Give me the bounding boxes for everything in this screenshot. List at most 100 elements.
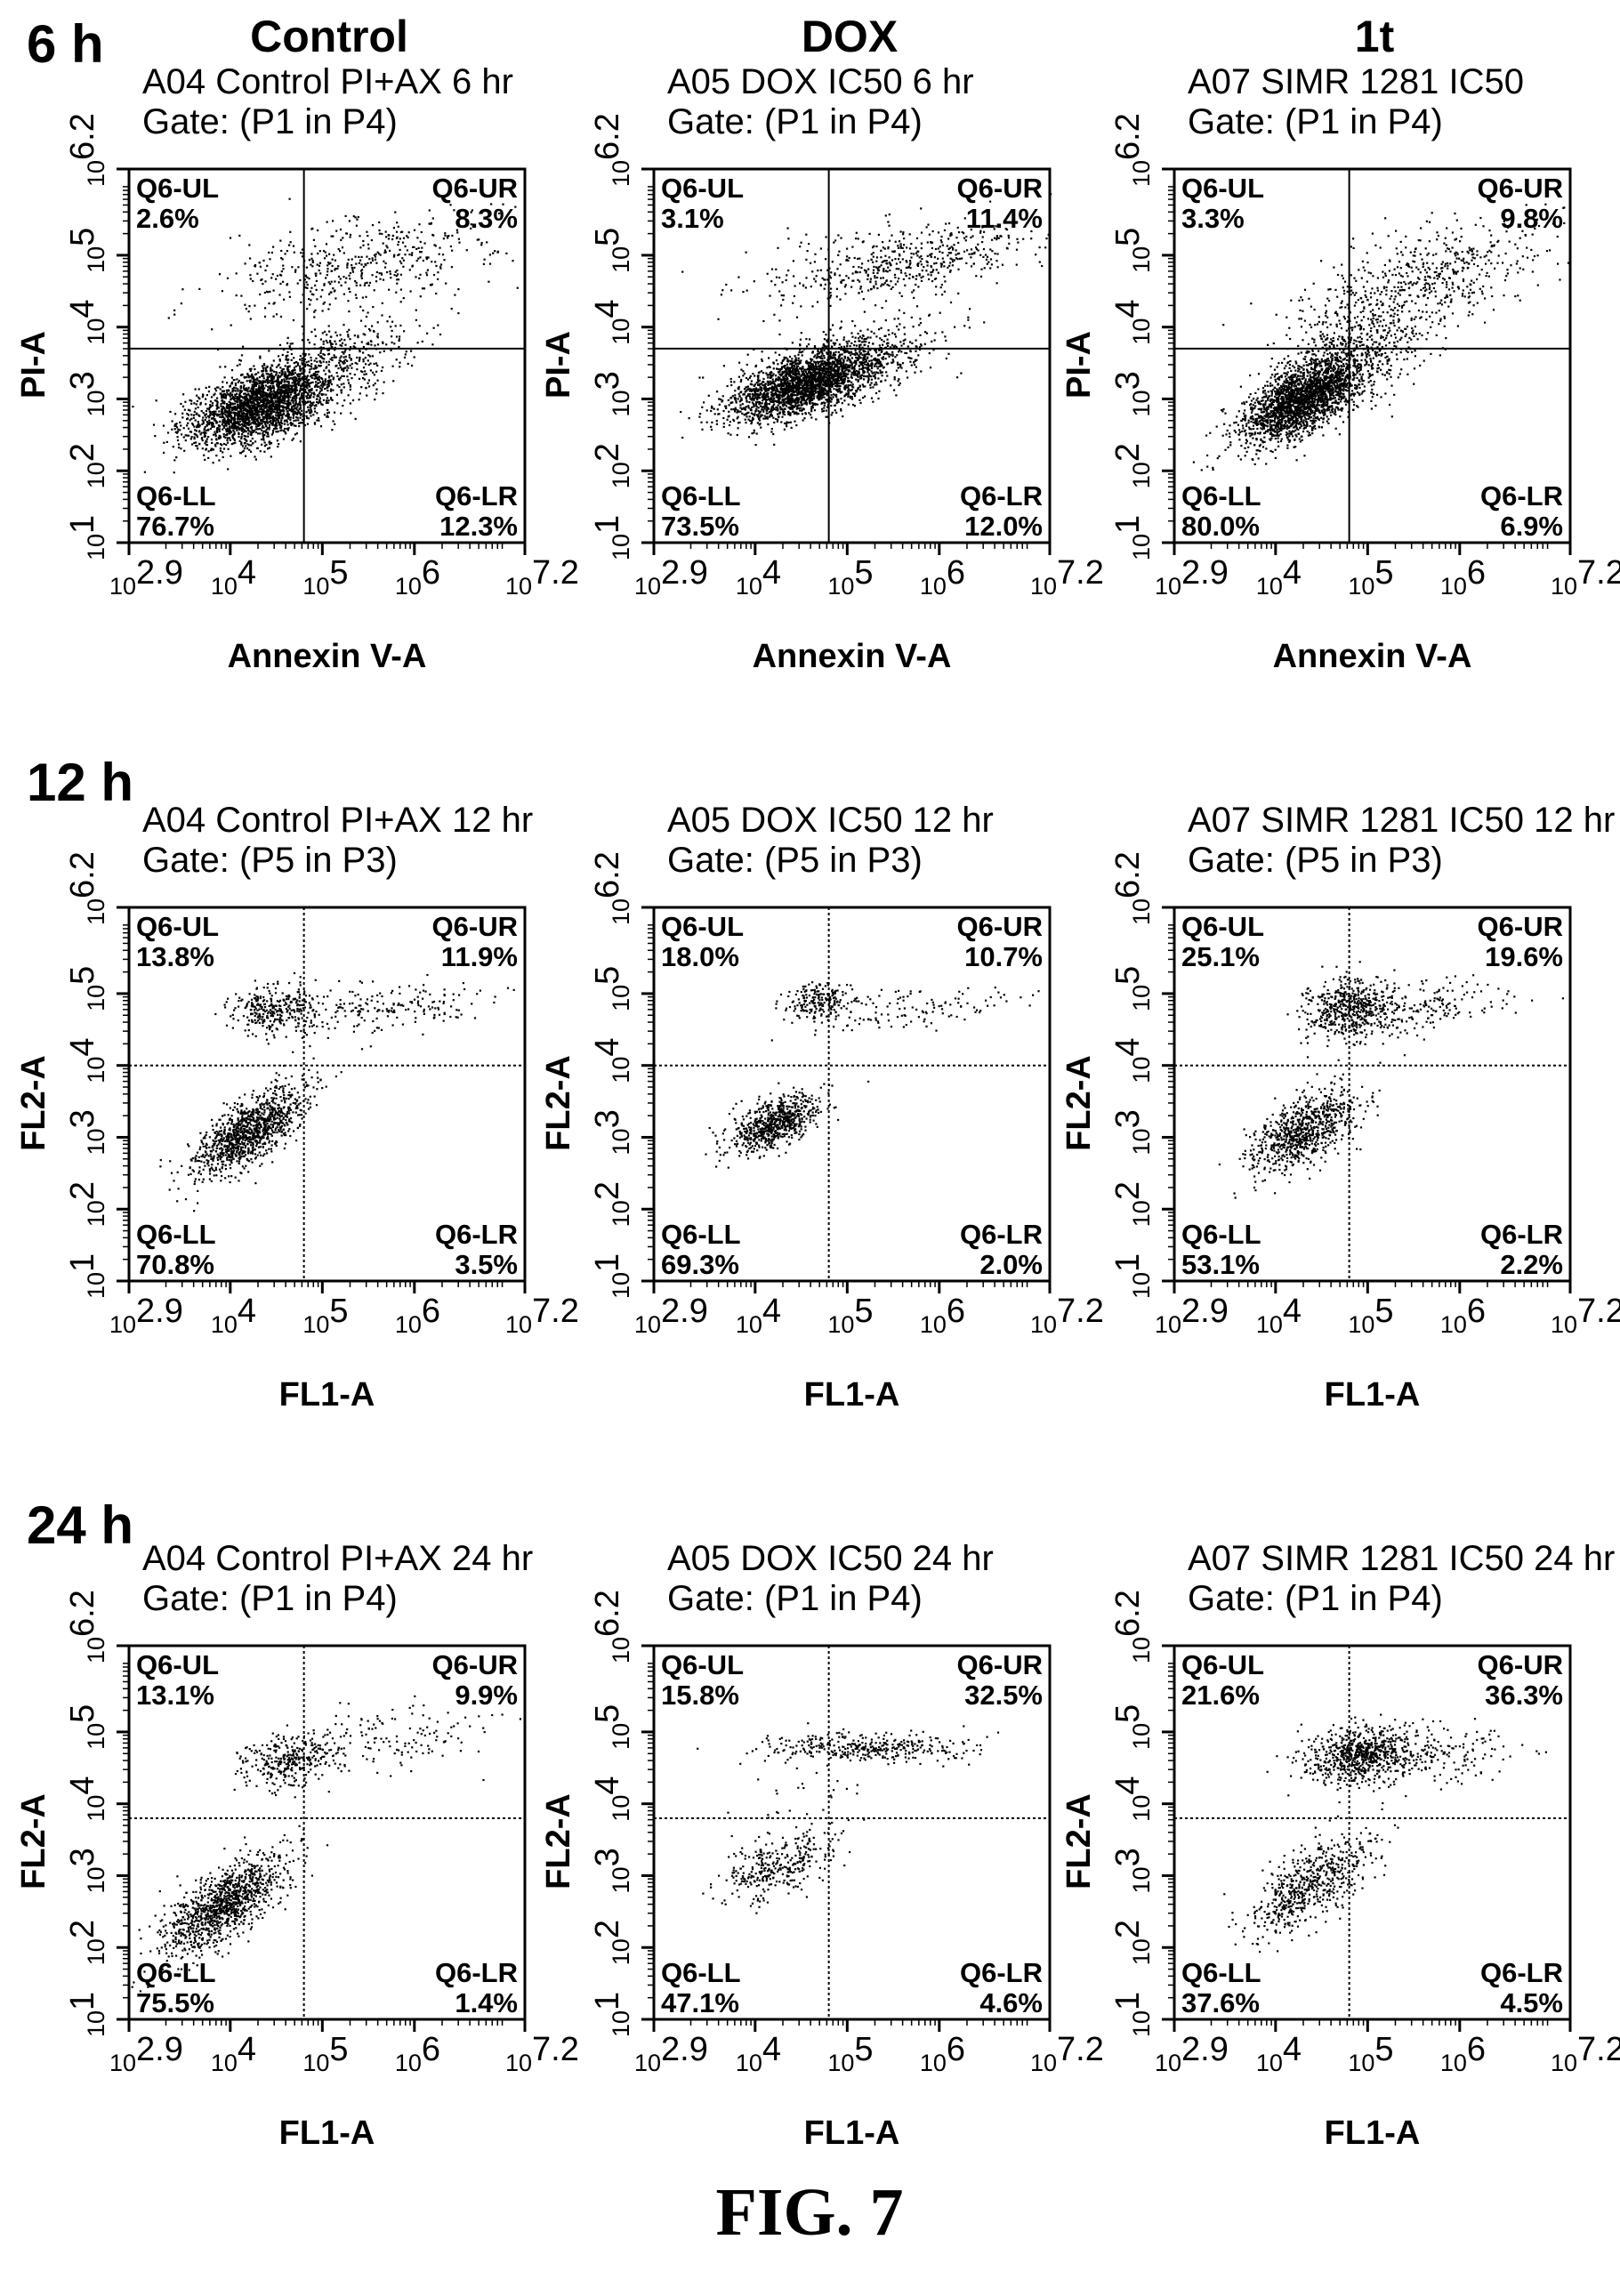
data-point [841, 357, 843, 359]
data-point [318, 399, 321, 401]
data-point [318, 364, 320, 367]
data-point [259, 396, 262, 399]
data-point [285, 396, 287, 399]
data-point [283, 399, 286, 403]
data-point [326, 415, 329, 417]
data-point [317, 382, 319, 384]
data-point [408, 254, 411, 256]
data-point [279, 394, 282, 397]
data-point [265, 368, 268, 371]
y-axis-label: PI-A [15, 331, 52, 399]
data-point [281, 384, 284, 387]
data-point [225, 409, 228, 412]
data-point [248, 420, 251, 423]
data-point [830, 339, 833, 342]
data-point [426, 332, 429, 334]
data-point [182, 393, 185, 396]
data-point [272, 430, 275, 432]
data-point [339, 334, 342, 336]
data-point [874, 381, 877, 384]
data-point [292, 397, 294, 399]
data-point [297, 373, 300, 375]
data-point [280, 425, 283, 428]
data-point [840, 345, 842, 348]
data-point [275, 313, 278, 316]
data-point [238, 418, 240, 421]
data-point [262, 419, 264, 422]
data-point [306, 308, 309, 310]
data-point [321, 383, 324, 385]
data-point [425, 274, 429, 277]
data-point [480, 242, 483, 245]
data-point [258, 376, 262, 379]
data-point [251, 422, 254, 424]
data-point [276, 274, 279, 277]
data-point [235, 422, 238, 424]
data-point [233, 432, 236, 435]
data-point [267, 447, 270, 450]
data-point [238, 234, 241, 237]
data-point [206, 394, 208, 397]
data-point [316, 367, 318, 369]
data-point [321, 332, 324, 334]
data-point [437, 324, 439, 326]
data-point [280, 388, 283, 391]
data-point [227, 389, 230, 391]
data-point [318, 262, 321, 264]
data-point [851, 383, 854, 386]
data-point [776, 420, 778, 423]
data-point [302, 418, 304, 421]
data-point [228, 423, 230, 426]
data-point [343, 362, 345, 365]
data-point [853, 367, 856, 370]
data-point [319, 355, 323, 358]
data-point [763, 415, 766, 417]
data-point [269, 393, 271, 396]
data-point [295, 379, 298, 382]
data-point [202, 431, 206, 434]
data-point [211, 413, 214, 415]
data-point [248, 305, 251, 308]
data-point [423, 287, 426, 290]
data-point [238, 413, 240, 415]
data-point [240, 374, 243, 376]
data-point [268, 415, 270, 417]
data-point [843, 399, 846, 402]
data-point [309, 412, 311, 415]
data-point [239, 402, 242, 405]
data-point [290, 423, 293, 427]
data-point [283, 375, 286, 377]
data-point [230, 399, 232, 401]
data-point [259, 398, 262, 400]
data-point [240, 294, 243, 297]
data-point [273, 417, 276, 420]
data-point [284, 365, 286, 367]
data-point [395, 291, 398, 294]
data-point [289, 241, 292, 244]
data-point [373, 374, 375, 376]
data-point [272, 377, 275, 380]
data-point [450, 266, 453, 269]
data-point [313, 367, 316, 370]
data-point [230, 376, 233, 379]
data-point [222, 390, 226, 392]
data-point [278, 423, 280, 426]
data-point [218, 459, 221, 462]
data-point [729, 421, 731, 423]
data-point [246, 417, 249, 420]
data-point [348, 356, 351, 358]
data-point [310, 375, 313, 377]
data-point [312, 391, 315, 394]
data-point [256, 413, 259, 415]
data-point [211, 328, 214, 331]
data-point [204, 458, 206, 461]
data-point [781, 411, 785, 414]
data-point [277, 412, 279, 415]
data-point [355, 224, 358, 227]
data-point [216, 413, 219, 415]
data-point [785, 384, 787, 388]
data-point [262, 380, 264, 383]
data-point [262, 363, 265, 366]
data-point [825, 415, 827, 418]
data-point [254, 373, 256, 376]
